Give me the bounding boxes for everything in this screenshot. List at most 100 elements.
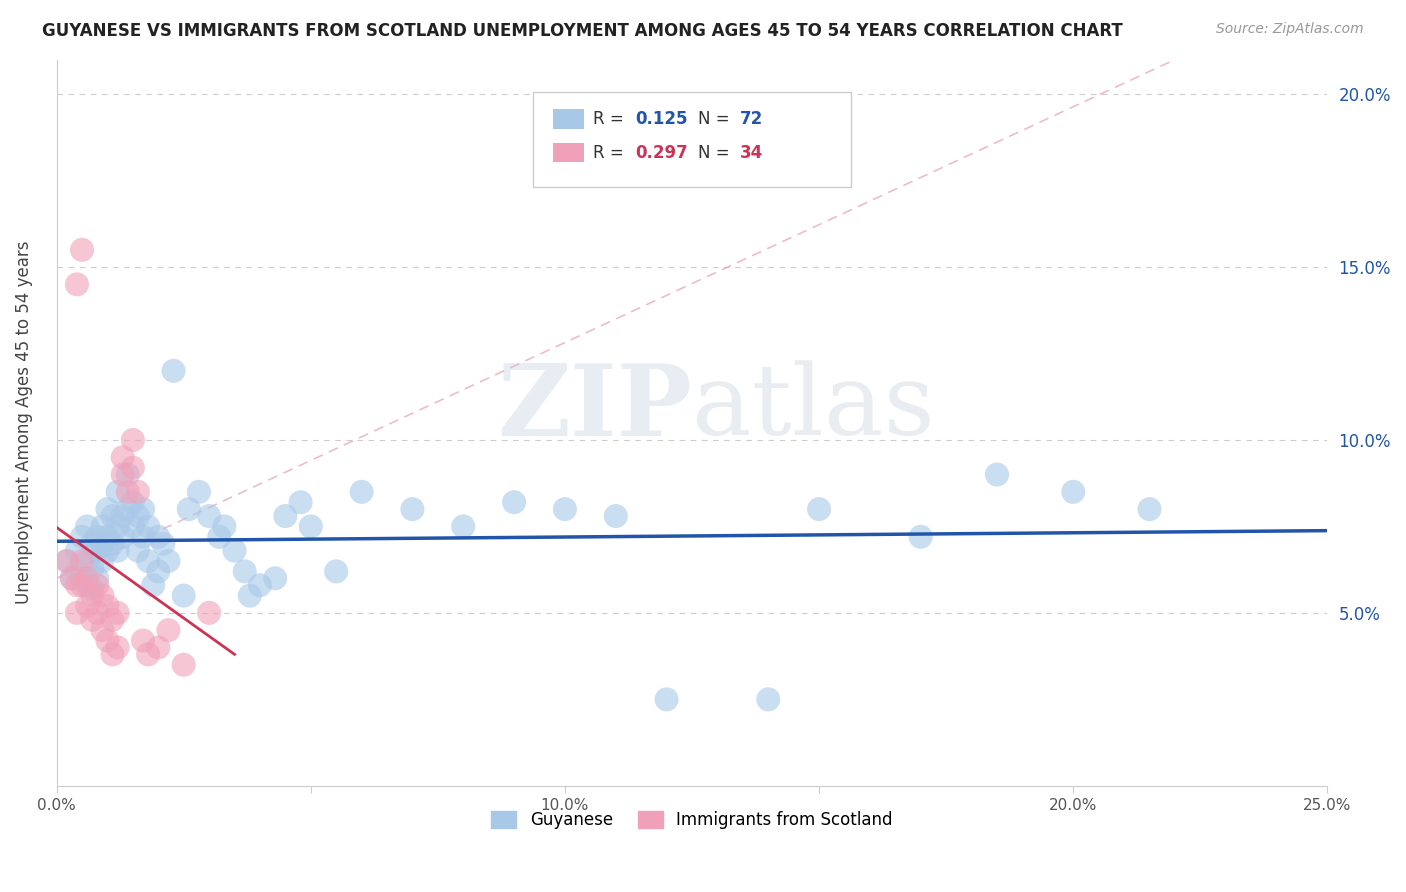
Legend: Guyanese, Immigrants from Scotland: Guyanese, Immigrants from Scotland	[485, 804, 900, 836]
Point	[1062, 484, 1084, 499]
FancyBboxPatch shape	[554, 143, 583, 162]
Point	[86, 606, 108, 620]
Point	[101, 648, 124, 662]
Point	[148, 530, 170, 544]
Text: 34: 34	[741, 144, 763, 161]
Point	[55, 554, 77, 568]
Text: 0.125: 0.125	[636, 110, 688, 128]
Text: GUYANESE VS IMMIGRANTS FROM SCOTLAND UNEMPLOYMENT AMONG AGES 45 TO 54 YEARS CORR: GUYANESE VS IMMIGRANTS FROM SCOTLAND UNE…	[42, 22, 1123, 40]
Point	[148, 565, 170, 579]
Point	[274, 509, 297, 524]
Point	[96, 633, 118, 648]
Point	[290, 495, 312, 509]
Point	[910, 530, 932, 544]
Point	[136, 648, 159, 662]
Point	[401, 502, 423, 516]
Point	[111, 450, 134, 465]
Text: R =: R =	[593, 110, 628, 128]
Point	[82, 582, 104, 596]
Point	[111, 467, 134, 482]
Point	[152, 537, 174, 551]
Point	[325, 565, 347, 579]
Point	[121, 460, 143, 475]
Point	[127, 484, 149, 499]
Point	[70, 578, 93, 592]
Point	[82, 561, 104, 575]
Point	[82, 613, 104, 627]
Point	[91, 554, 114, 568]
Point	[136, 519, 159, 533]
Point	[503, 495, 526, 509]
Point	[101, 613, 124, 627]
Point	[86, 578, 108, 592]
Point	[101, 509, 124, 524]
Point	[121, 495, 143, 509]
Point	[198, 606, 221, 620]
Point	[451, 519, 474, 533]
Point	[299, 519, 322, 533]
Point	[76, 554, 98, 568]
Point	[264, 571, 287, 585]
FancyBboxPatch shape	[554, 110, 583, 129]
Point	[224, 543, 246, 558]
Point	[111, 509, 134, 524]
Point	[157, 554, 180, 568]
Point	[107, 519, 129, 533]
Point	[66, 543, 89, 558]
Point	[82, 589, 104, 603]
Point	[66, 606, 89, 620]
Text: N =: N =	[699, 144, 735, 161]
FancyBboxPatch shape	[533, 92, 851, 186]
Point	[162, 364, 184, 378]
Point	[101, 537, 124, 551]
Point	[55, 554, 77, 568]
Text: R =: R =	[593, 144, 628, 161]
Point	[86, 530, 108, 544]
Point	[86, 543, 108, 558]
Point	[239, 589, 262, 603]
Text: 0.297: 0.297	[636, 144, 688, 161]
Point	[605, 509, 627, 524]
Point	[91, 519, 114, 533]
Point	[66, 277, 89, 292]
Point	[70, 243, 93, 257]
Point	[121, 519, 143, 533]
Point	[121, 433, 143, 447]
Point	[127, 543, 149, 558]
Y-axis label: Unemployment Among Ages 45 to 54 years: Unemployment Among Ages 45 to 54 years	[15, 241, 32, 605]
Point	[350, 484, 373, 499]
Point	[142, 578, 165, 592]
Point	[655, 692, 678, 706]
Point	[76, 519, 98, 533]
Point	[177, 502, 200, 516]
Point	[117, 484, 139, 499]
Point	[91, 623, 114, 637]
Point	[107, 606, 129, 620]
Point	[107, 640, 129, 655]
Point	[756, 692, 779, 706]
Point	[136, 554, 159, 568]
Point	[173, 589, 195, 603]
Point	[187, 484, 209, 499]
Point	[132, 502, 155, 516]
Point	[96, 502, 118, 516]
Point	[107, 484, 129, 499]
Point	[60, 571, 83, 585]
Point	[66, 565, 89, 579]
Point	[117, 467, 139, 482]
Point	[96, 599, 118, 613]
Point	[91, 589, 114, 603]
Point	[82, 537, 104, 551]
Text: ZIP: ZIP	[498, 359, 692, 457]
Point	[986, 467, 1008, 482]
Point	[86, 571, 108, 585]
Point	[173, 657, 195, 672]
Point	[808, 502, 831, 516]
Point	[127, 509, 149, 524]
Point	[233, 565, 256, 579]
Point	[70, 530, 93, 544]
Point	[214, 519, 236, 533]
Point	[132, 530, 155, 544]
Point	[76, 578, 98, 592]
Point	[76, 599, 98, 613]
